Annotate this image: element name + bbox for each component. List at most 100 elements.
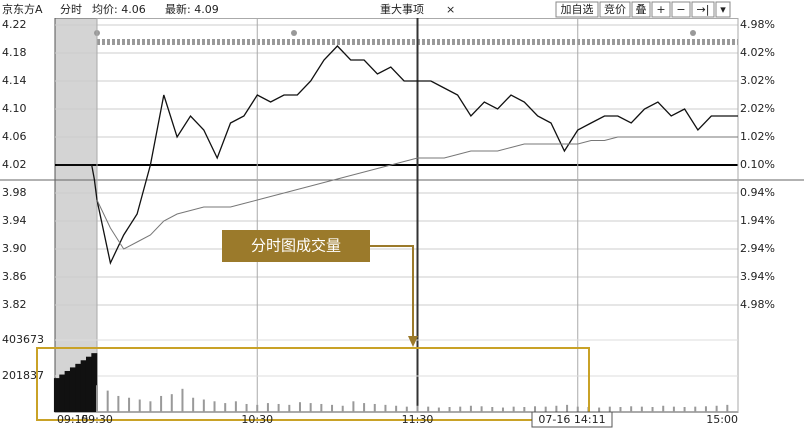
event-marker (291, 30, 297, 36)
pct-label: 1.94% (740, 214, 775, 227)
annotation-box (222, 230, 370, 262)
x-tick-label: 11:30 (402, 413, 434, 426)
volume-bar (352, 401, 355, 412)
y-tick-label: 4.02 (2, 158, 27, 171)
volume-bar (53, 378, 60, 412)
avg-price: 均价: 4.06 (92, 3, 146, 16)
button[interactable] (631, 1, 651, 18)
pct-label: 3.94% (740, 270, 775, 283)
pre-market-shade (55, 18, 97, 412)
button[interactable] (691, 1, 715, 18)
volume-bar (128, 397, 131, 412)
y-tick-label: 3.94 (2, 214, 27, 227)
volume-bar (224, 403, 227, 412)
volume-bar (149, 401, 152, 412)
volume-bar (75, 363, 82, 412)
x-tick-label: 10:30 (241, 413, 273, 426)
volume-bar (566, 404, 569, 412)
volume-bar (384, 404, 387, 412)
y-tick-label: 4.14 (2, 74, 27, 87)
button-label[interactable]: ▾ (720, 3, 726, 16)
volume-bar (459, 406, 462, 412)
tab-close[interactable]: × (446, 3, 455, 16)
volume-bar (106, 390, 109, 412)
x-tick-label: 09:30 (81, 413, 113, 426)
cursor-box (531, 411, 613, 428)
volume-bar (363, 403, 366, 412)
average-line (96, 136, 738, 250)
button-label[interactable]: − (676, 3, 685, 16)
pct-label: 1.02% (740, 130, 775, 143)
volume-bar (534, 406, 537, 412)
arrowhead (408, 336, 418, 347)
volume-bar (181, 388, 184, 412)
pct-label: 0.94% (740, 186, 775, 199)
button-label[interactable]: 加自选 (561, 3, 594, 16)
volume-bar (662, 405, 665, 412)
button[interactable] (715, 1, 731, 18)
button[interactable] (671, 1, 691, 18)
y-tick-label: 3.82 (2, 298, 27, 311)
volume-bar (427, 406, 430, 412)
volume-bar (395, 405, 398, 412)
volume-bar (320, 403, 323, 412)
button-label[interactable]: 叠 (636, 3, 647, 16)
pct-label: 2.02% (740, 102, 775, 115)
highlight-box (36, 347, 590, 421)
x-tick-label: 15:00 (706, 413, 738, 426)
y-tick-label: 4.10 (2, 102, 27, 115)
pct-label: 4.98% (740, 18, 775, 31)
volume-bar (672, 406, 675, 412)
pct-label: 0.10% (740, 158, 775, 171)
volume-bar (277, 403, 280, 412)
button[interactable] (599, 1, 631, 18)
y-tick-label: 4.06 (2, 130, 27, 143)
volume-bar (704, 406, 707, 412)
volume-bar (726, 404, 729, 412)
annotation-arrow (370, 245, 414, 338)
annotation: 分时图成交量 (251, 237, 341, 255)
y-tick-label: 3.90 (2, 242, 27, 255)
volume-bar (576, 406, 579, 412)
y-tick-label: 4.18 (2, 46, 27, 59)
volume-bar (619, 407, 622, 412)
volume-bar (640, 406, 643, 412)
event-marker (690, 30, 696, 36)
volume-bar (331, 404, 334, 412)
mode: 分时 (60, 3, 82, 16)
volume-bar (341, 405, 344, 412)
volume-bar (256, 404, 259, 412)
toolbar: 加自选 竞价叠 + − →| ▾ (555, 1, 731, 18)
volume-bar (160, 395, 163, 412)
volume-bar (694, 406, 697, 412)
y-tick-label: 4.22 (2, 18, 27, 31)
volume-bar (501, 407, 504, 412)
volume-tick-label: 201837 (2, 369, 44, 382)
button[interactable] (651, 1, 671, 18)
plot-frame (54, 17, 739, 413)
volume-bar (469, 405, 472, 412)
pct-label: 4.02% (740, 46, 775, 59)
price-line (56, 45, 738, 266)
volume-bar (59, 374, 66, 412)
volume-bar (266, 403, 269, 412)
volume-bar (608, 406, 611, 412)
volume-bar (85, 356, 92, 412)
button[interactable] (555, 1, 599, 18)
volume-tick-label: 403673 (2, 333, 44, 346)
cursor-label: 07-16 14:11 (538, 413, 605, 426)
volume-bar (555, 405, 558, 412)
latest-price: 最新: 4.09 (165, 2, 219, 16)
tab[interactable]: 重大事项 (380, 2, 424, 16)
volume-bar (544, 406, 547, 412)
button-label[interactable]: + (656, 3, 665, 16)
y-tick-label: 3.98 (2, 186, 27, 199)
button-label[interactable]: 竞价 (604, 2, 626, 16)
volume-bar (245, 403, 248, 412)
volume-bar (117, 395, 120, 412)
button-label[interactable]: →| (697, 3, 710, 16)
y-tick-label: 3.86 (2, 270, 27, 283)
volume-bar (288, 404, 291, 412)
volume-bar (416, 405, 419, 412)
